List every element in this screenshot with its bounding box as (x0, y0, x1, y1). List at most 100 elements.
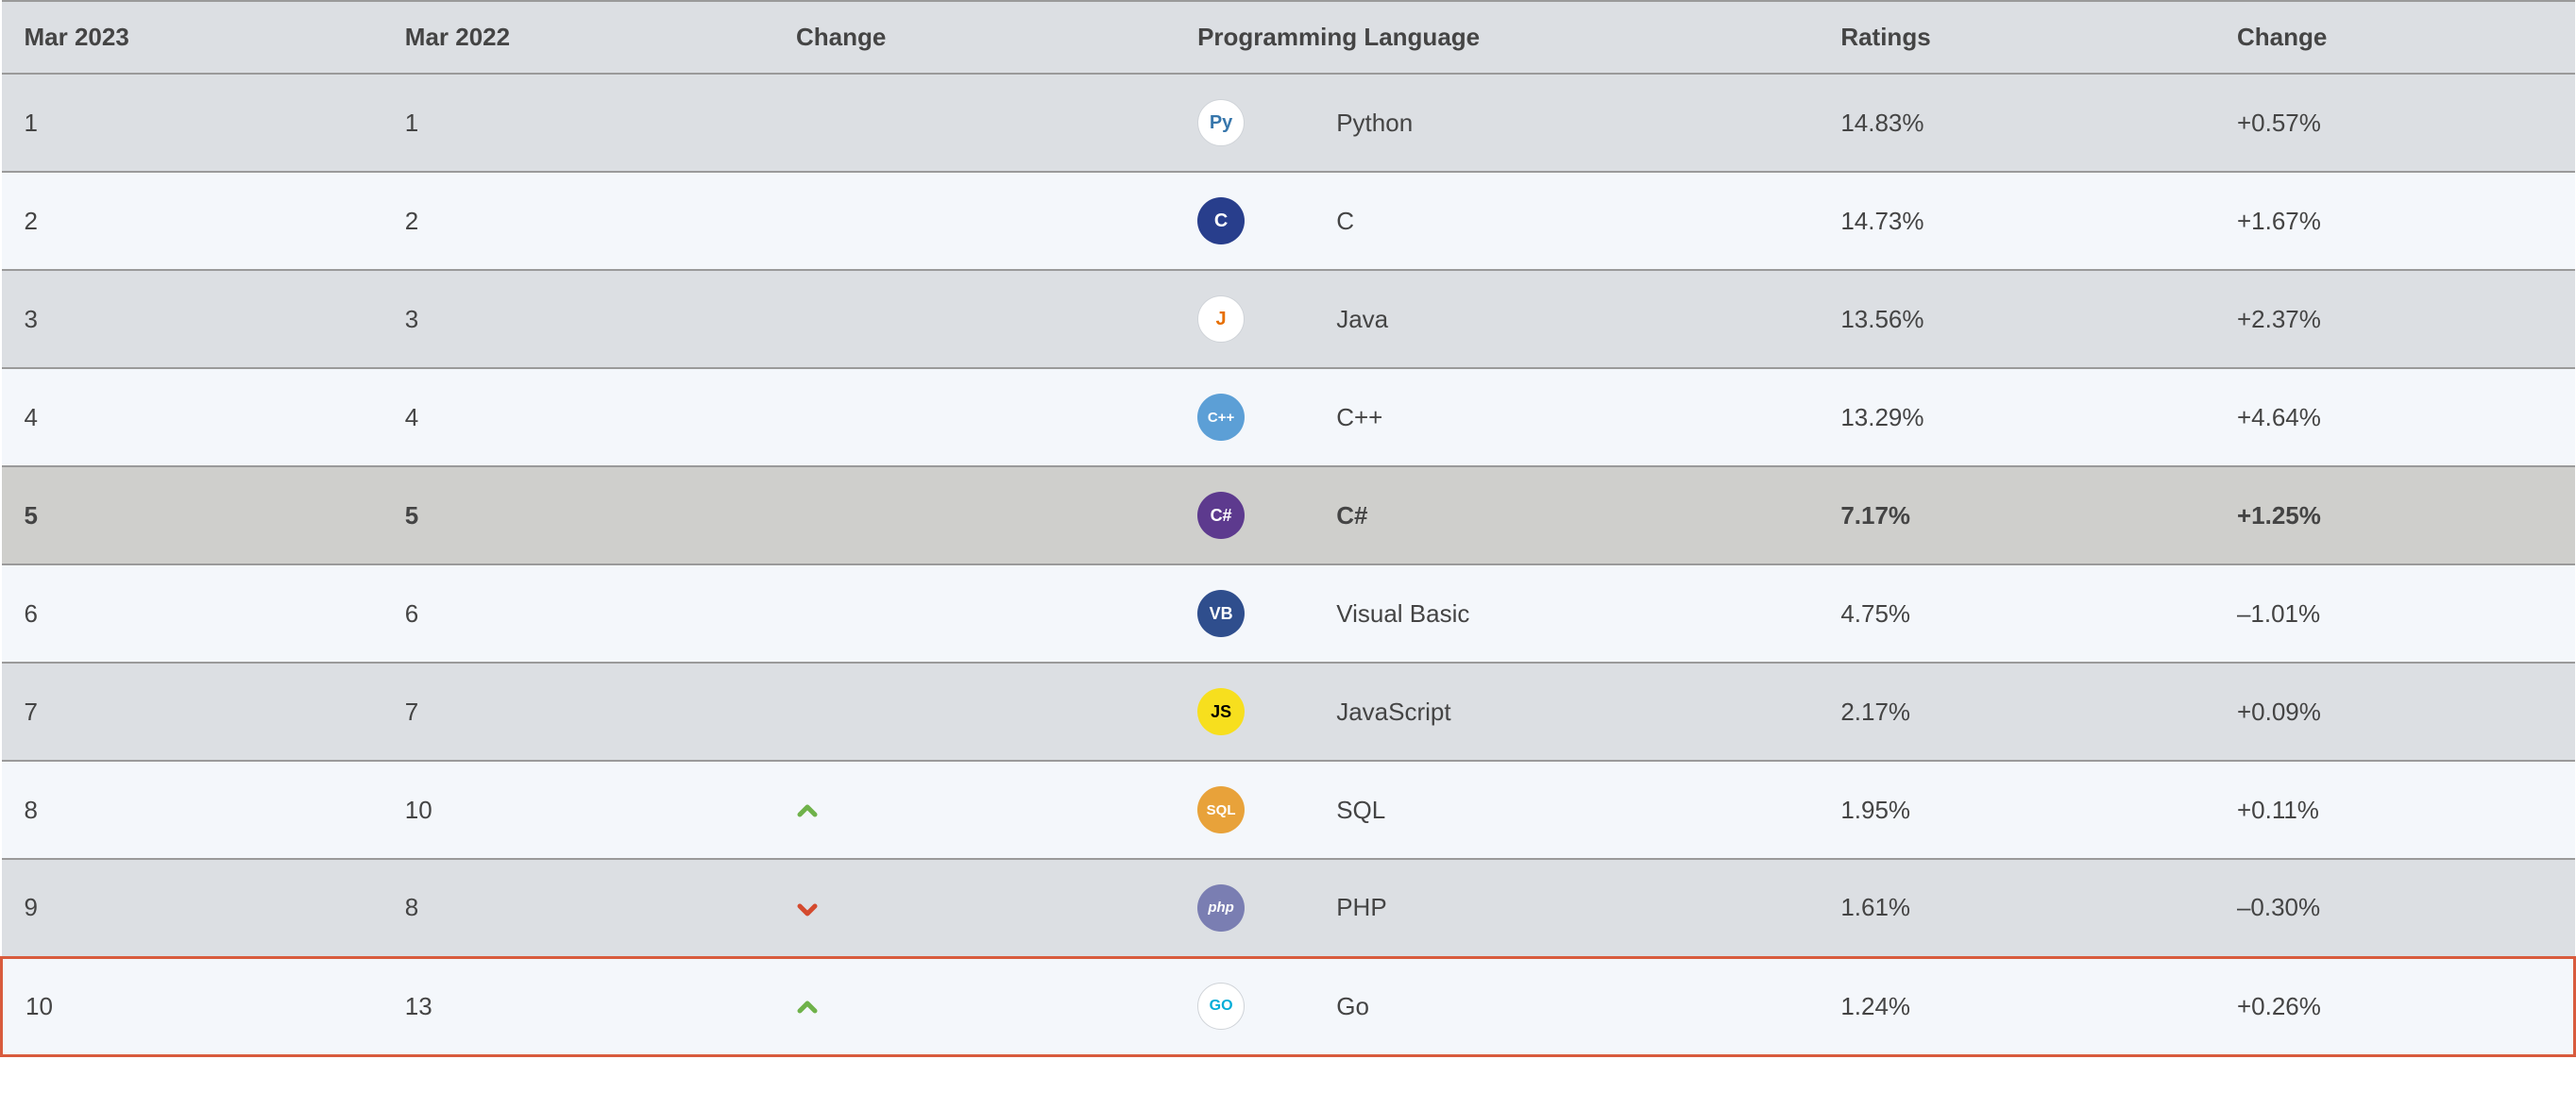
cell-delta: +2.37% (2214, 270, 2575, 368)
table-row: 55C#C#7.17%+1.25% (2, 466, 2575, 564)
chevron-down-icon (796, 898, 819, 920)
cell-delta: –1.01% (2214, 564, 2575, 663)
cell-language-name: C# (1313, 466, 1818, 564)
c-icon: C (1197, 197, 1245, 244)
cell-rank-2023: 3 (2, 270, 382, 368)
cell-language-icon: J (1175, 270, 1313, 368)
cell-rank-change (773, 466, 1175, 564)
cell-rank-2022: 6 (382, 564, 773, 663)
cell-rank-2023: 5 (2, 466, 382, 564)
cell-language-name: Go (1313, 957, 1818, 1055)
php-icon: php (1197, 884, 1245, 932)
cell-ratings: 1.95% (1818, 761, 2214, 859)
table-row: 66 VB Visual Basic4.75%–1.01% (2, 564, 2575, 663)
language-ranking-table: Mar 2023 Mar 2022 Change Programming Lan… (0, 0, 2576, 1057)
cell-rank-2023: 7 (2, 663, 382, 761)
table-row: 98 php PHP1.61%–0.30% (2, 859, 2575, 957)
cell-rank-change (773, 270, 1175, 368)
cell-delta: +0.57% (2214, 74, 2575, 172)
cell-language-icon: C# (1175, 466, 1313, 564)
cell-delta: –0.30% (2214, 859, 2575, 957)
cell-ratings: 14.73% (1818, 172, 2214, 270)
cell-rank-2022: 2 (382, 172, 773, 270)
cell-rank-2022: 3 (382, 270, 773, 368)
cell-rank-2023: 9 (2, 859, 382, 957)
table-row: 1013 GO Go1.24%+0.26% (2, 957, 2575, 1055)
cell-rank-2023: 2 (2, 172, 382, 270)
cell-rank-change (773, 368, 1175, 466)
col-header-rank-2023: Mar 2023 (2, 1, 382, 74)
javascript-icon: JS (1197, 688, 1245, 735)
cell-language-name: JavaScript (1313, 663, 1818, 761)
cell-rank-2022: 7 (382, 663, 773, 761)
cell-rank-2023: 6 (2, 564, 382, 663)
cell-language-name: Java (1313, 270, 1818, 368)
cell-language-icon: GO (1175, 957, 1313, 1055)
cell-rank-change (773, 663, 1175, 761)
table-row: 33 J Java13.56%+2.37% (2, 270, 2575, 368)
cell-rank-change (773, 761, 1175, 859)
cell-language-name: Python (1313, 74, 1818, 172)
table-row: 810SQLSQL1.95%+0.11% (2, 761, 2575, 859)
cell-rank-change (773, 172, 1175, 270)
cell-ratings: 13.56% (1818, 270, 2214, 368)
table-row: 22CC14.73%+1.67% (2, 172, 2575, 270)
cpp-icon: C++ (1197, 394, 1245, 441)
cell-delta: +0.09% (2214, 663, 2575, 761)
cell-rank-change (773, 859, 1175, 957)
cell-delta: +4.64% (2214, 368, 2575, 466)
cell-delta: +0.26% (2214, 957, 2575, 1055)
cell-rank-2023: 4 (2, 368, 382, 466)
table-row: 77 JS JavaScript2.17%+0.09% (2, 663, 2575, 761)
table-header-row: Mar 2023 Mar 2022 Change Programming Lan… (2, 1, 2575, 74)
chevron-up-icon (796, 800, 819, 823)
cell-ratings: 14.83% (1818, 74, 2214, 172)
cell-language-icon: VB (1175, 564, 1313, 663)
cell-language-name: C (1313, 172, 1818, 270)
java-icon: J (1197, 295, 1245, 343)
cell-rank-2022: 10 (382, 761, 773, 859)
cell-rank-change (773, 74, 1175, 172)
cell-ratings: 13.29% (1818, 368, 2214, 466)
cell-rank-change (773, 564, 1175, 663)
cell-rank-2022: 5 (382, 466, 773, 564)
cell-language-icon: php (1175, 859, 1313, 957)
go-icon: GO (1197, 983, 1245, 1030)
cell-rank-2023: 10 (2, 957, 382, 1055)
cell-ratings: 1.61% (1818, 859, 2214, 957)
cell-rank-2022: 13 (382, 957, 773, 1055)
cell-language-icon: JS (1175, 663, 1313, 761)
cell-rank-change (773, 957, 1175, 1055)
cell-rank-2022: 8 (382, 859, 773, 957)
cell-ratings: 7.17% (1818, 466, 2214, 564)
cell-language-icon: Py (1175, 74, 1313, 172)
cell-language-name: PHP (1313, 859, 1818, 957)
cell-ratings: 4.75% (1818, 564, 2214, 663)
col-header-language: Programming Language (1175, 1, 1818, 74)
cell-language-icon: SQL (1175, 761, 1313, 859)
col-header-rank-2022: Mar 2022 (382, 1, 773, 74)
cell-delta: +1.67% (2214, 172, 2575, 270)
table-row: 11 Py Python14.83%+0.57% (2, 74, 2575, 172)
col-header-rank-change: Change (773, 1, 1175, 74)
cell-rank-2023: 8 (2, 761, 382, 859)
python-icon: Py (1197, 99, 1245, 146)
csharp-icon: C# (1197, 492, 1245, 539)
chevron-up-icon (796, 997, 819, 1019)
col-header-ratings: Ratings (1818, 1, 2214, 74)
vb-icon: VB (1197, 590, 1245, 637)
cell-language-name: SQL (1313, 761, 1818, 859)
cell-language-name: C++ (1313, 368, 1818, 466)
cell-delta: +1.25% (2214, 466, 2575, 564)
cell-rank-2022: 1 (382, 74, 773, 172)
cell-ratings: 2.17% (1818, 663, 2214, 761)
cell-language-name: Visual Basic (1313, 564, 1818, 663)
table-row: 44C++C++13.29%+4.64% (2, 368, 2575, 466)
col-header-delta: Change (2214, 1, 2575, 74)
sql-icon: SQL (1197, 786, 1245, 833)
cell-delta: +0.11% (2214, 761, 2575, 859)
cell-rank-2022: 4 (382, 368, 773, 466)
cell-ratings: 1.24% (1818, 957, 2214, 1055)
cell-language-icon: C++ (1175, 368, 1313, 466)
cell-rank-2023: 1 (2, 74, 382, 172)
